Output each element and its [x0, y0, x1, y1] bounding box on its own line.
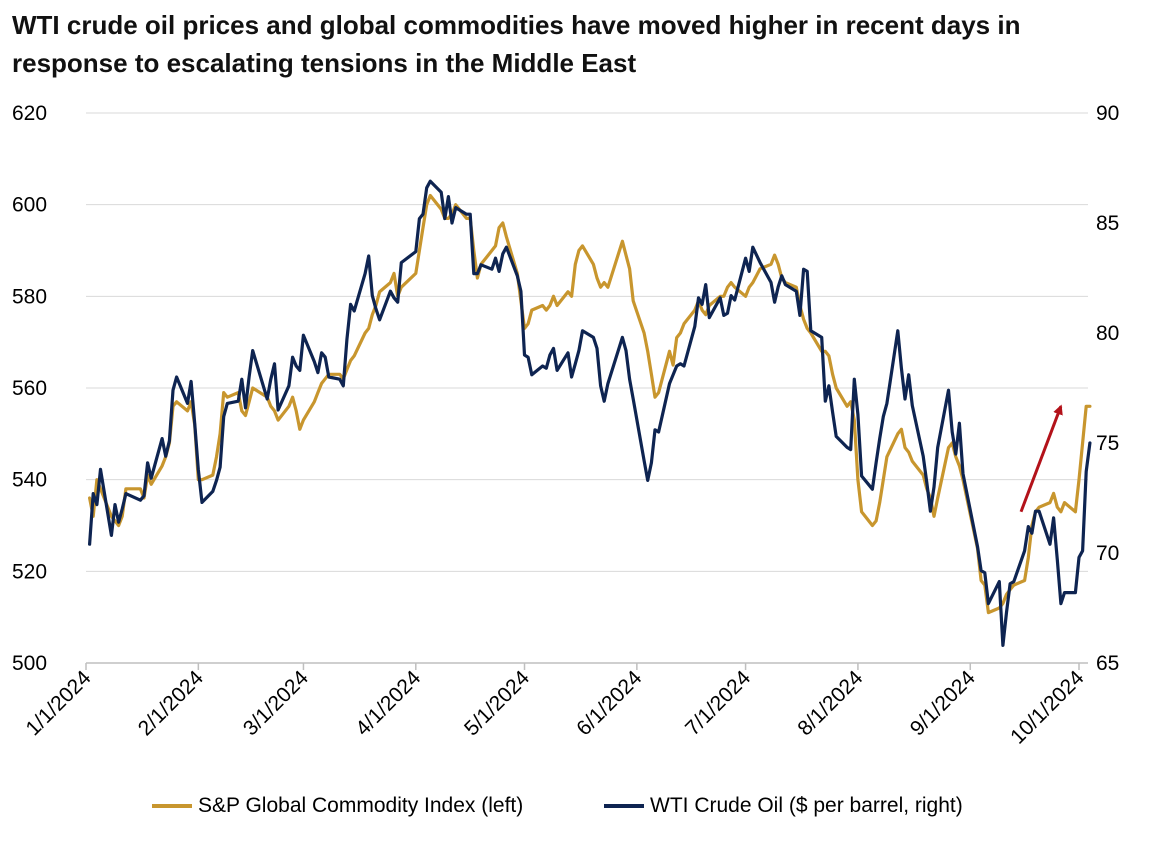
legend-swatch-wti [604, 804, 644, 808]
x-tick-label: 7/1/2024 [681, 666, 755, 740]
legend-item-spgci: S&P Global Commodity Index (left) [152, 794, 523, 818]
x-tick-label: 8/1/2024 [793, 666, 867, 740]
x-tick-label: 5/1/2024 [460, 666, 534, 740]
x-tick-label: 2/1/2024 [134, 666, 208, 740]
legend-label-spgci: S&P Global Commodity Index (left) [198, 794, 524, 817]
legend-item-wti: WTI Crude Oil ($ per barrel, right) [604, 794, 963, 818]
right-tick-label: 80 [1096, 322, 1119, 345]
x-tick-label: 1/1/2024 [21, 666, 95, 740]
right-axis: 65 70 75 80 85 90 [1096, 102, 1119, 675]
x-tick-label: 9/1/2024 [906, 666, 980, 740]
legend-label-wti: WTI Crude Oil ($ per barrel, right) [650, 794, 963, 817]
left-tick-label: 540 [12, 469, 47, 492]
series-line-wti [88, 179, 1092, 647]
trend-arrow [1019, 404, 1063, 513]
left-axis: 500 520 540 560 580 600 620 [12, 102, 47, 675]
x-tick-label: 6/1/2024 [572, 666, 646, 740]
chart-title: WTI crude oil prices and global commodit… [12, 10, 1021, 78]
left-tick-label: 580 [12, 285, 47, 308]
series-group [88, 179, 1092, 647]
left-tick-label: 560 [12, 377, 47, 400]
left-tick-label: 620 [12, 102, 47, 125]
left-tick-label: 600 [12, 194, 47, 217]
legend: S&P Global Commodity Index (left) WTI Cr… [0, 794, 1161, 830]
x-tick-label: 4/1/2024 [351, 666, 425, 740]
left-tick-label: 520 [12, 560, 47, 583]
x-axis: 1/1/2024 2/1/2024 3/1/2024 4/1/2024 5/1/2024… [21, 662, 1089, 749]
gridlines [86, 112, 1088, 572]
x-tick-label: 10/1/2024 [1006, 666, 1089, 749]
legend-swatch-spgci [152, 804, 192, 808]
series-line-spgci [88, 193, 1092, 615]
left-tick-label: 500 [12, 652, 47, 675]
annotation-group [1019, 404, 1063, 513]
right-tick-label: 75 [1096, 432, 1119, 455]
x-tick-label: 3/1/2024 [239, 666, 313, 740]
right-tick-label: 90 [1096, 102, 1119, 125]
chart-area: 500 520 540 560 580 600 620 65 70 75 80 85 90 1/1/2… [12, 102, 1119, 749]
right-tick-label: 65 [1096, 652, 1119, 675]
right-tick-label: 85 [1096, 212, 1119, 235]
right-tick-label: 70 [1096, 542, 1119, 565]
